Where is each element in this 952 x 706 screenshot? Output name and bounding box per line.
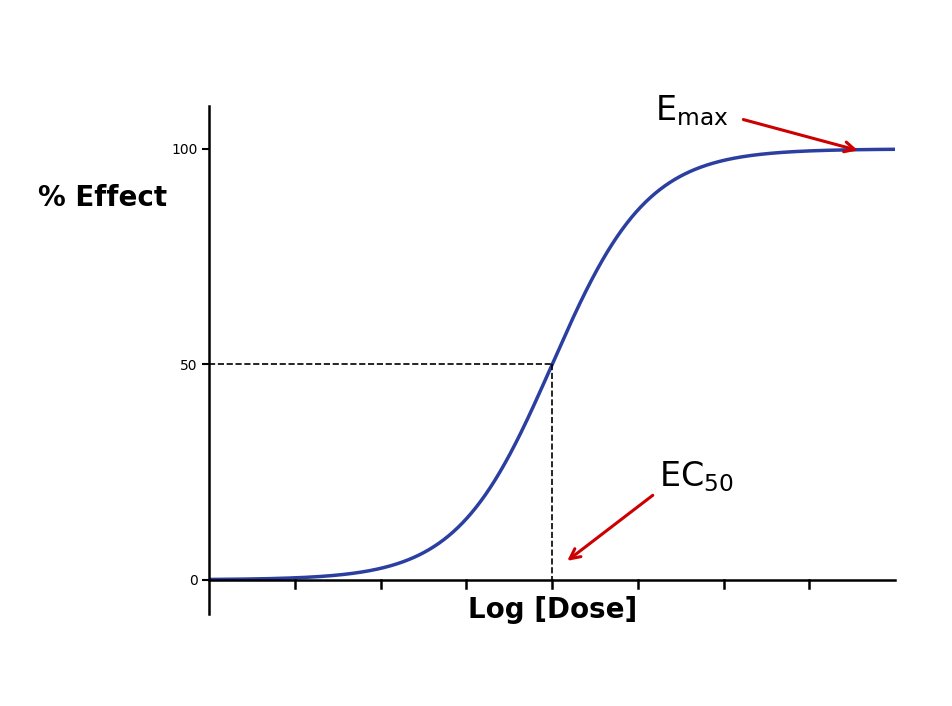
Text: $\mathregular{EC}_{\mathregular{50}}$: $\mathregular{EC}_{\mathregular{50}}$ — [660, 459, 734, 493]
Text: $\mathregular{E}_{\mathregular{max}}$: $\mathregular{E}_{\mathregular{max}}$ — [655, 93, 728, 128]
Text: % Effect: % Effect — [38, 184, 168, 212]
X-axis label: Log [Dose]: Log [Dose] — [467, 597, 637, 624]
